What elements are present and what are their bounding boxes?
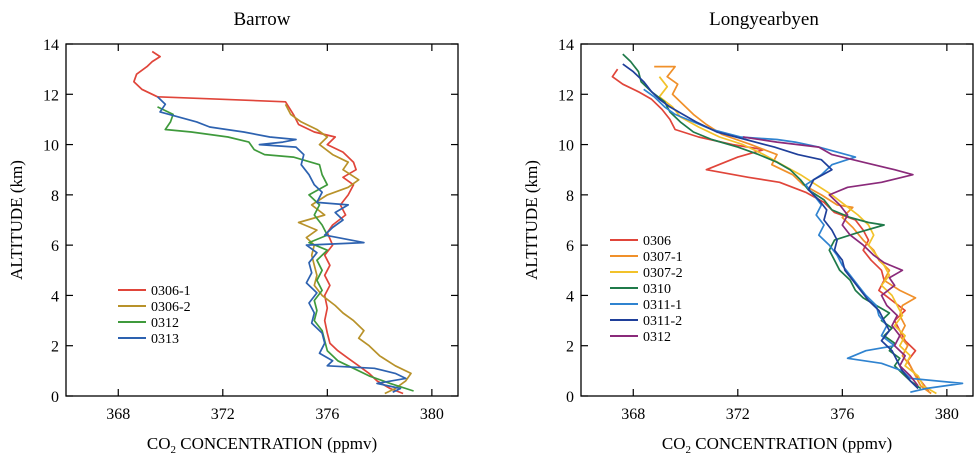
legend-label: 0310: [643, 282, 671, 297]
y-tick-label: 14: [558, 37, 574, 54]
x-label-sub: 2: [170, 444, 176, 456]
series-line-0312: [157, 106, 414, 392]
series-line-0311-2: [622, 63, 919, 390]
y-tick-label: 10: [558, 138, 574, 155]
x-tick-label: 372: [726, 406, 750, 423]
y-tick-label: 8: [566, 188, 574, 205]
y-tick-label: 0: [566, 389, 574, 406]
x-tick-label: 368: [621, 406, 645, 423]
x-label-rest: CONCENTRATION (ppmv): [691, 434, 892, 453]
x-tick-label: 380: [935, 406, 959, 423]
y-tick-label: 8: [51, 188, 59, 205]
series-line-0307-1: [654, 65, 932, 395]
series-line-0306-2: [284, 103, 412, 395]
x-tick-label: 380: [420, 406, 444, 423]
plot-frame: [65, 43, 459, 397]
legend-label: 0306: [643, 234, 671, 249]
y-tick-label: 10: [43, 138, 59, 155]
y-tick-label: 12: [43, 87, 59, 104]
legend-label: 0306-2: [151, 300, 191, 315]
series-line-0310: [622, 53, 922, 390]
x-tick-label: 372: [211, 406, 235, 423]
y-tick-label: 4: [51, 288, 59, 305]
x-label-main: CO: [662, 434, 686, 453]
y-tick-label: 0: [51, 389, 59, 406]
y-tick-label: 2: [51, 339, 59, 356]
x-label-rest: CONCENTRATION (ppmv): [176, 434, 377, 453]
y-tick-label: 6: [51, 238, 59, 255]
x-axis-label: CO2 CONCENTRATION (ppmv): [147, 434, 377, 456]
series-line-0312: [742, 136, 919, 387]
legend-label: 0312: [643, 330, 671, 345]
axis-ticks: [66, 43, 458, 397]
legend-label: 0311-2: [643, 314, 682, 329]
legend-label: 0307-2: [643, 266, 683, 281]
y-axis-label: ALTITUDE (km): [7, 160, 26, 280]
chart-barrow: Barrow 368 372 376 380 0 2 4 6 8 10 12 14 0306-1030…: [7, 9, 459, 456]
chart-title: Longyearbyen: [709, 9, 819, 30]
legend-label: 0313: [151, 332, 179, 347]
x-tick-label: 368: [106, 406, 130, 423]
y-tick-label: 12: [558, 87, 574, 104]
series-line-0306-1: [133, 50, 404, 395]
series-line-0313: [156, 96, 407, 393]
tick-labels: 368 372 376 380 0 2 4 6 8 10 12 14: [558, 37, 959, 423]
x-tick-label: 376: [830, 406, 854, 423]
legend-label: 0312: [151, 316, 179, 331]
tick-labels: 368 372 376 380 0 2 4 6 8 10 12 14: [43, 37, 444, 423]
x-label-sub: 2: [685, 444, 691, 456]
series-lines: [611, 53, 964, 395]
series-line-0307-2: [658, 76, 937, 395]
y-axis-label: ALTITUDE (km): [522, 160, 541, 280]
axis-ticks: [581, 43, 973, 397]
x-tick-label: 376: [315, 406, 339, 423]
legend-label: 0307-1: [643, 250, 683, 265]
chart-longyearbyen: Longyearbyen 368 372 376 380 0 2 4 6 8 10 12 14 030…: [522, 9, 974, 456]
plot-frame: [580, 43, 974, 397]
legend-label: 0306-1: [151, 284, 191, 299]
y-tick-label: 14: [43, 37, 59, 54]
y-tick-label: 4: [566, 288, 574, 305]
y-tick-label: 6: [566, 238, 574, 255]
chart-title: Barrow: [234, 9, 291, 30]
x-label-main: CO: [147, 434, 171, 453]
legend-label: 0311-1: [643, 298, 682, 313]
y-tick-label: 2: [566, 339, 574, 356]
series-lines: [133, 50, 414, 395]
x-axis-label: CO2 CONCENTRATION (ppmv): [662, 434, 892, 456]
